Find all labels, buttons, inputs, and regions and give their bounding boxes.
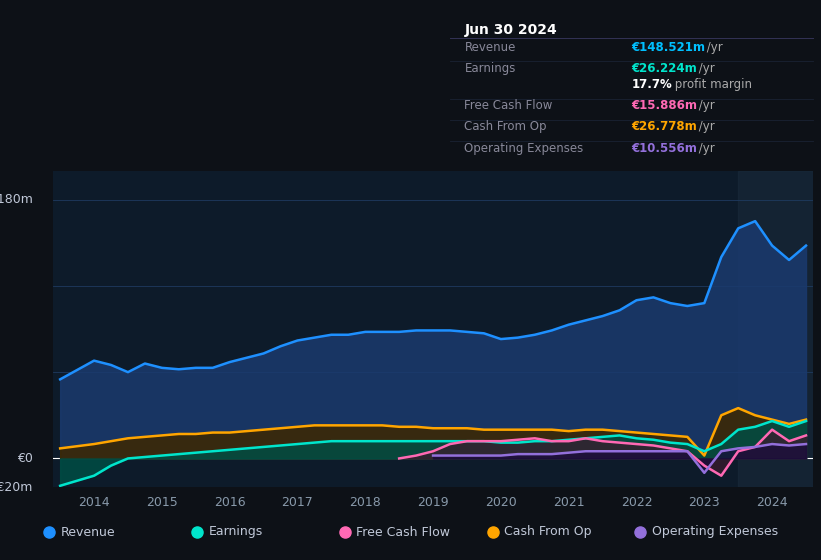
Text: €0: €0 bbox=[17, 452, 33, 465]
Text: 17.7%: 17.7% bbox=[631, 78, 672, 91]
Text: Jun 30 2024: Jun 30 2024 bbox=[465, 23, 557, 37]
Text: Revenue: Revenue bbox=[465, 41, 516, 54]
Text: Operating Expenses: Operating Expenses bbox=[652, 525, 778, 539]
Text: /yr: /yr bbox=[695, 120, 715, 133]
Text: -€20m: -€20m bbox=[0, 480, 33, 494]
Text: Free Cash Flow: Free Cash Flow bbox=[356, 525, 450, 539]
Text: Cash From Op: Cash From Op bbox=[465, 120, 547, 133]
Text: €180m: €180m bbox=[0, 193, 33, 206]
Text: Earnings: Earnings bbox=[465, 62, 516, 75]
Text: €10.556m: €10.556m bbox=[631, 142, 697, 155]
Text: Revenue: Revenue bbox=[61, 525, 116, 539]
Bar bbox=[738, 171, 813, 487]
Text: €26.778m: €26.778m bbox=[631, 120, 697, 133]
Text: €15.886m: €15.886m bbox=[631, 99, 697, 113]
Text: €148.521m: €148.521m bbox=[631, 41, 705, 54]
Text: profit margin: profit margin bbox=[672, 78, 752, 91]
Text: /yr: /yr bbox=[695, 62, 715, 75]
Text: Free Cash Flow: Free Cash Flow bbox=[465, 99, 553, 113]
Text: Cash From Op: Cash From Op bbox=[504, 525, 592, 539]
Text: €26.224m: €26.224m bbox=[631, 62, 697, 75]
Text: /yr: /yr bbox=[695, 142, 715, 155]
Text: Operating Expenses: Operating Expenses bbox=[465, 142, 584, 155]
Text: /yr: /yr bbox=[695, 99, 715, 113]
Text: Earnings: Earnings bbox=[209, 525, 263, 539]
Text: /yr: /yr bbox=[704, 41, 723, 54]
